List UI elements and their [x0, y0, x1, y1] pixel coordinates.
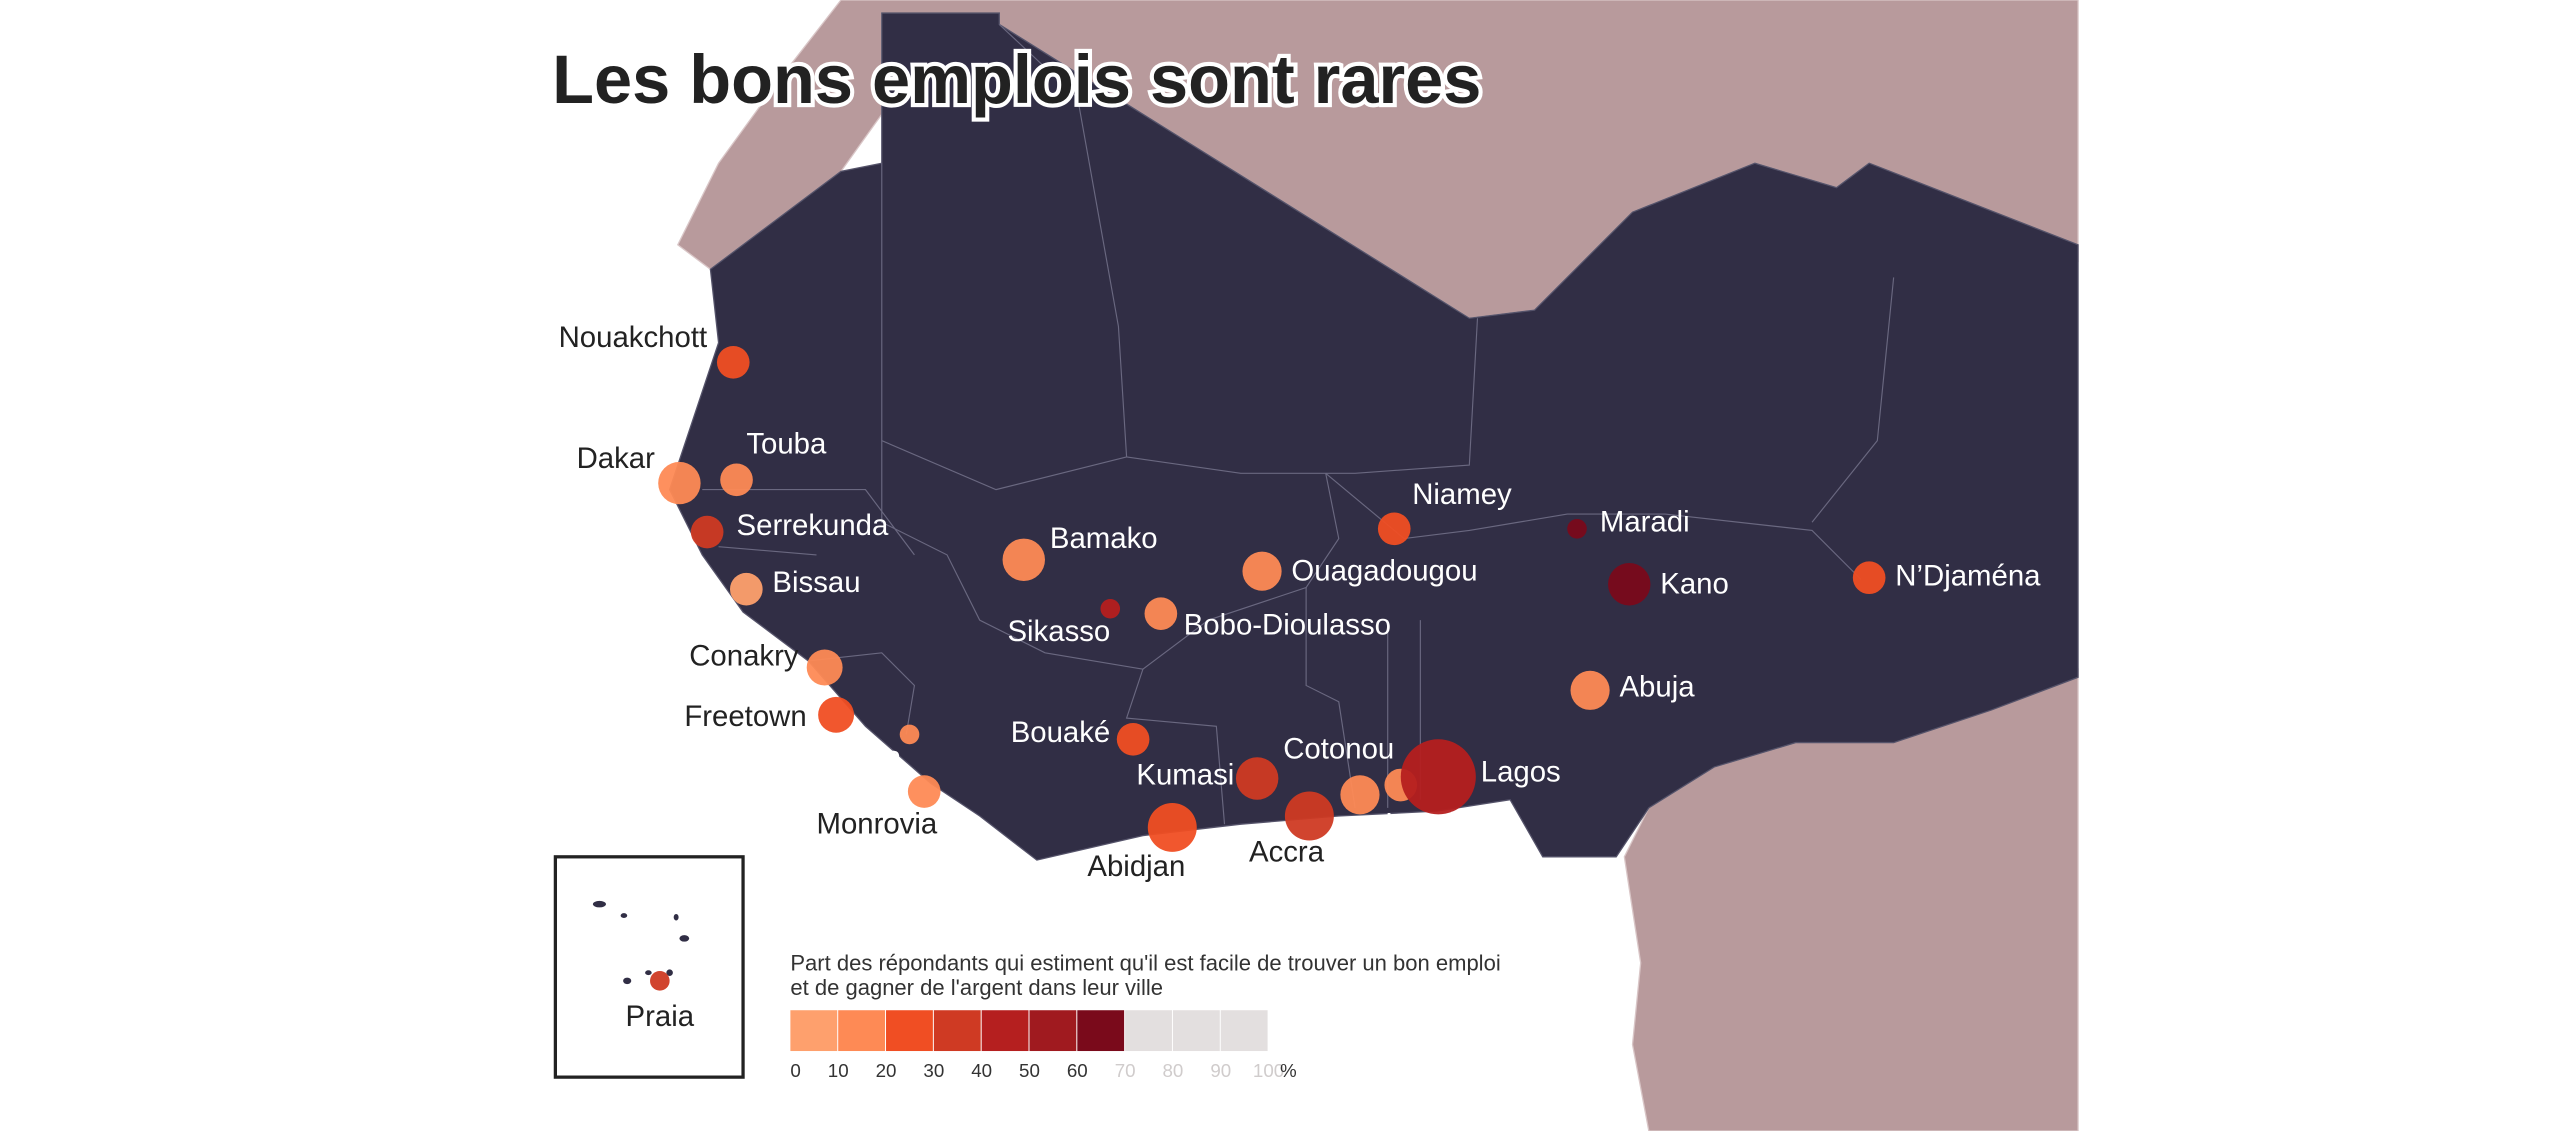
legend-swatch [886, 1010, 933, 1052]
city-label: Touba [746, 427, 827, 460]
city-marker [1567, 518, 1587, 539]
legend-swatch [1125, 1010, 1172, 1052]
city-label: Conakry [689, 639, 799, 672]
legend-tick: 10 [828, 1060, 849, 1081]
legend-swatch [1029, 1010, 1077, 1052]
city-marker [658, 461, 701, 505]
city-label: Kenema [792, 741, 902, 774]
inset-frame [553, 855, 745, 1079]
legend-swatch [981, 1010, 1029, 1052]
city-marker [899, 724, 920, 745]
legend-tick: 30 [923, 1060, 944, 1081]
city-label: Lomé [1385, 808, 1458, 841]
city-label: Sikasso [1007, 615, 1110, 648]
city-label: Serrekunda [737, 509, 889, 542]
legend-tick: 0 [790, 1060, 800, 1081]
legend-swatch [1077, 1010, 1125, 1052]
city-marker [650, 971, 670, 991]
city-marker [1377, 512, 1411, 546]
legend-swatch [838, 1010, 886, 1052]
legend-tick: 70 [1115, 1060, 1136, 1081]
city-label: Maradi [1600, 506, 1690, 539]
city-marker [1340, 775, 1380, 815]
borders [702, 24, 1895, 825]
city-label: Bamako [1050, 522, 1158, 555]
legend-swatch [933, 1010, 981, 1052]
city-label: Bobo-Dioulasso [1184, 608, 1391, 641]
legend-tick: 100 [1253, 1060, 1284, 1081]
city-label: Cotonou [1283, 733, 1394, 766]
city-marker [720, 463, 753, 497]
legend-swatch [1172, 1010, 1220, 1052]
legend-tick: 60 [1067, 1060, 1088, 1081]
city-label: Kano [1660, 568, 1729, 601]
city-label: Lagos [1481, 755, 1561, 788]
city-label: Freetown [684, 700, 806, 733]
city-marker [818, 696, 855, 733]
city-marker [1608, 563, 1651, 606]
city-label: Abidjan [1087, 850, 1185, 883]
city-label: Monrovia [817, 808, 938, 841]
legend-swatch [790, 1010, 838, 1052]
legend-title: et de gagner de l'argent dans leur ville [790, 975, 1163, 1000]
city-marker [716, 345, 750, 379]
city-label: Accra [1249, 835, 1325, 868]
legend-tick: 40 [971, 1060, 992, 1081]
city-marker [690, 515, 724, 549]
legend-tick: 50 [1019, 1060, 1040, 1081]
legend-tick: 80 [1163, 1060, 1184, 1081]
city-marker [1100, 598, 1121, 619]
legend-title: Part des répondants qui estiment qu'il e… [790, 950, 1500, 975]
legend-unit: % [1280, 1060, 1297, 1081]
city-marker [1002, 538, 1045, 582]
city-marker [1284, 791, 1334, 841]
legend-swatch [1220, 1010, 1268, 1052]
city-label: Kumasi [1136, 759, 1234, 792]
city-marker [1852, 561, 1886, 595]
city-marker [730, 572, 763, 606]
city-label: N’Djaména [1895, 560, 2041, 593]
city-label: Dakar [577, 442, 656, 475]
city-marker [1116, 722, 1150, 756]
title: Les bons emplois sont rares [552, 41, 1481, 118]
city-marker [1570, 670, 1610, 710]
city-label: Ouagadougou [1291, 555, 1477, 588]
cape-verde [592, 900, 690, 985]
legend-tick: 90 [1210, 1060, 1231, 1081]
city-label: Bouaké [1011, 716, 1111, 749]
city-label: Niamey [1412, 478, 1512, 511]
city-label: Praia [626, 1000, 695, 1033]
city-marker [1144, 597, 1178, 630]
city-marker [1235, 757, 1279, 800]
city-marker [806, 649, 843, 686]
city-marker [1400, 739, 1476, 815]
city-marker [1242, 551, 1282, 591]
city-label: Nouakchott [559, 321, 708, 354]
city-label: Bissau [772, 566, 860, 599]
legend-tick: 20 [876, 1060, 897, 1081]
city-marker [1147, 802, 1197, 852]
city-marker [907, 775, 941, 808]
city-label: Abuja [1619, 670, 1695, 703]
